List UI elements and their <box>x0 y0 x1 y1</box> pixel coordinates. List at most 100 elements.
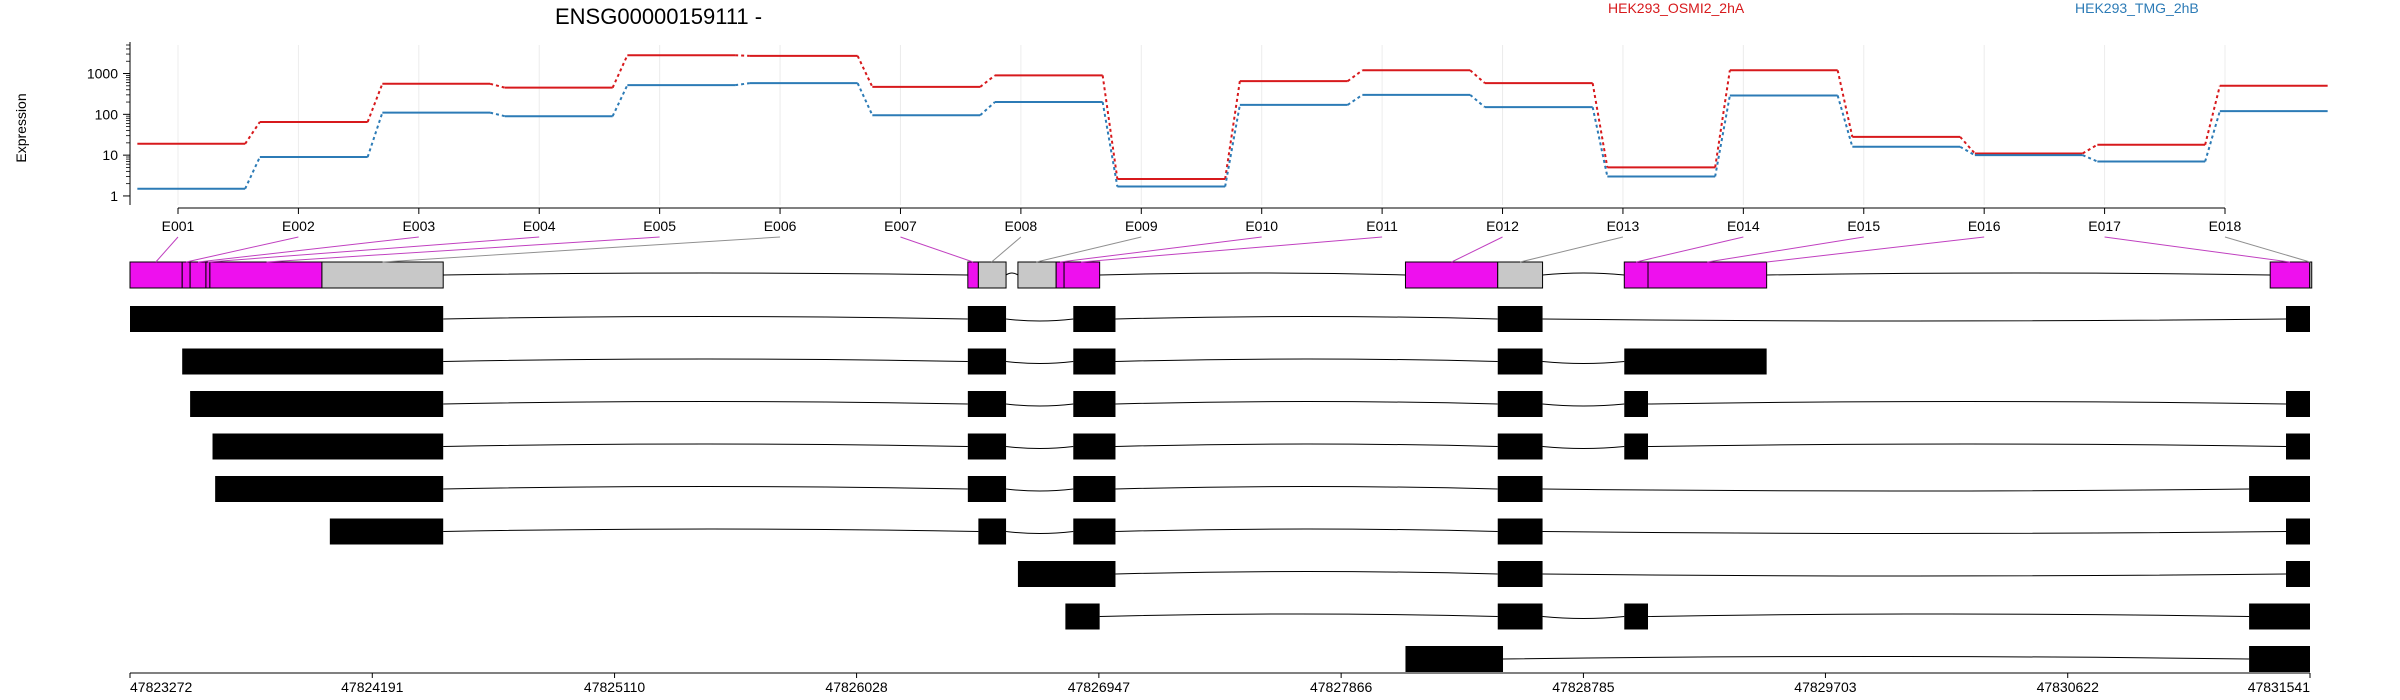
transcript-intron <box>1542 616 1625 619</box>
exon-bin <box>181 261 191 289</box>
genomic-tick-label: 47826947 <box>1068 679 1131 695</box>
series-transition <box>2204 85 2221 145</box>
exon-connector <box>155 236 179 263</box>
legend-entry-series-1: HEK293_OSMI2_2hA <box>1608 0 1745 16</box>
transcript-exon <box>1497 391 1543 417</box>
series-transition <box>366 83 384 123</box>
genomic-tick-label: 47828785 <box>1552 679 1615 695</box>
x-tick-label-e014: E014 <box>1727 218 1760 234</box>
exon-bin <box>1497 261 1544 289</box>
x-tick-label-e003: E003 <box>402 218 435 234</box>
gene-model <box>129 236 2313 289</box>
model-intron <box>1099 272 1406 276</box>
x-tick-label-e006: E006 <box>764 218 797 234</box>
transcript-exon <box>130 306 444 332</box>
x-tick-label-e007: E007 <box>884 218 917 234</box>
genomic-tick-label: 47826028 <box>825 679 888 695</box>
exon-connector <box>1520 236 1624 263</box>
transcript-intron <box>1542 573 2287 577</box>
series-transition <box>1959 136 1976 155</box>
transcript-exon <box>1624 433 1649 460</box>
transcript-intron <box>1006 488 1074 492</box>
transcript-7 <box>1017 561 2310 587</box>
exon-bin <box>1623 261 1649 289</box>
series-transition <box>1101 75 1119 180</box>
series-transition <box>1836 95 1854 148</box>
transcript-intron <box>1503 656 2250 660</box>
exon-connector <box>900 236 974 263</box>
series-transition <box>1469 94 1486 108</box>
series-transition <box>735 82 750 87</box>
transcript-intron <box>1542 488 2250 492</box>
transcript-exon <box>2286 561 2310 587</box>
chart-title: ENSG00000159111 - <box>555 4 762 29</box>
series-transition <box>1591 106 1609 177</box>
transcript-intron <box>443 443 968 447</box>
transcript-intron <box>1542 361 1625 364</box>
transcript-exon <box>978 518 1007 545</box>
exon-bin <box>1063 261 1101 289</box>
exon-connector <box>266 236 660 263</box>
series-transition <box>244 121 261 145</box>
exon-connector <box>2104 236 2291 263</box>
transcript-exon <box>1497 306 1543 332</box>
transcript-intron <box>443 358 968 362</box>
transcript-exon <box>1624 391 1649 417</box>
exon-connector <box>1451 236 1503 263</box>
series-transition <box>2082 143 2098 155</box>
series-2 <box>137 82 2328 190</box>
transcript-intron <box>1542 531 2287 534</box>
transcript-exon <box>967 306 1007 332</box>
y-tick-label: 1 <box>110 188 118 204</box>
grid-lines <box>177 45 2226 205</box>
exon-connector <box>1766 236 1985 263</box>
transcript-exon <box>2249 646 2310 672</box>
transcript-intron <box>1542 446 1625 449</box>
series-transition <box>489 82 506 89</box>
transcript-intron <box>1648 401 2287 405</box>
exon-connector <box>1060 236 1262 263</box>
transcript-exon <box>215 476 444 502</box>
exon-connector <box>1707 236 1864 263</box>
transcript-exon <box>1497 561 1543 587</box>
series-transition <box>1101 101 1119 187</box>
y-tick-label: 10 <box>102 147 118 163</box>
genomic-tick-label: 47827866 <box>1310 679 1373 695</box>
transcript-exon <box>1497 518 1543 545</box>
x-tick-label-e015: E015 <box>1847 218 1880 234</box>
exon-bin <box>189 261 207 289</box>
transcript-exon <box>967 476 1007 502</box>
transcript-intron <box>1115 486 1498 490</box>
series-transition <box>1347 94 1363 106</box>
transcript-2 <box>182 348 1767 375</box>
exon-bin <box>977 261 1007 289</box>
exon-connector <box>991 236 1022 263</box>
series-transition <box>611 54 629 89</box>
transcript-intron <box>1542 318 2287 322</box>
x-tick-label-e002: E002 <box>282 218 315 234</box>
exon-connector <box>382 236 781 263</box>
transcript-exon <box>1073 476 1116 502</box>
x-tick-label-e009: E009 <box>1125 218 1158 234</box>
transcript-exon <box>190 391 444 417</box>
transcript-exon <box>967 433 1007 460</box>
transcript-5 <box>215 476 2310 502</box>
exon-bin <box>1647 261 1768 289</box>
transcript-exon <box>1497 476 1543 502</box>
series-transition <box>1224 104 1241 187</box>
x-tick-label-e013: E013 <box>1607 218 1640 234</box>
x-tick-label-e011: E011 <box>1366 218 1398 234</box>
transcript-exon <box>212 433 444 460</box>
x-tick-label-e012: E012 <box>1486 218 1519 234</box>
transcript-exon <box>182 348 444 375</box>
transcript-exon <box>1497 433 1543 460</box>
series-transition <box>1714 70 1731 168</box>
transcript-1 <box>130 306 2310 332</box>
x-tick-label-e005: E005 <box>643 218 676 234</box>
series-1 <box>137 54 2328 181</box>
series-transition <box>2082 154 2098 163</box>
series-lines <box>137 54 2328 190</box>
series-transition <box>244 156 261 190</box>
series-transition <box>611 84 629 117</box>
transcript-intron <box>443 528 979 532</box>
